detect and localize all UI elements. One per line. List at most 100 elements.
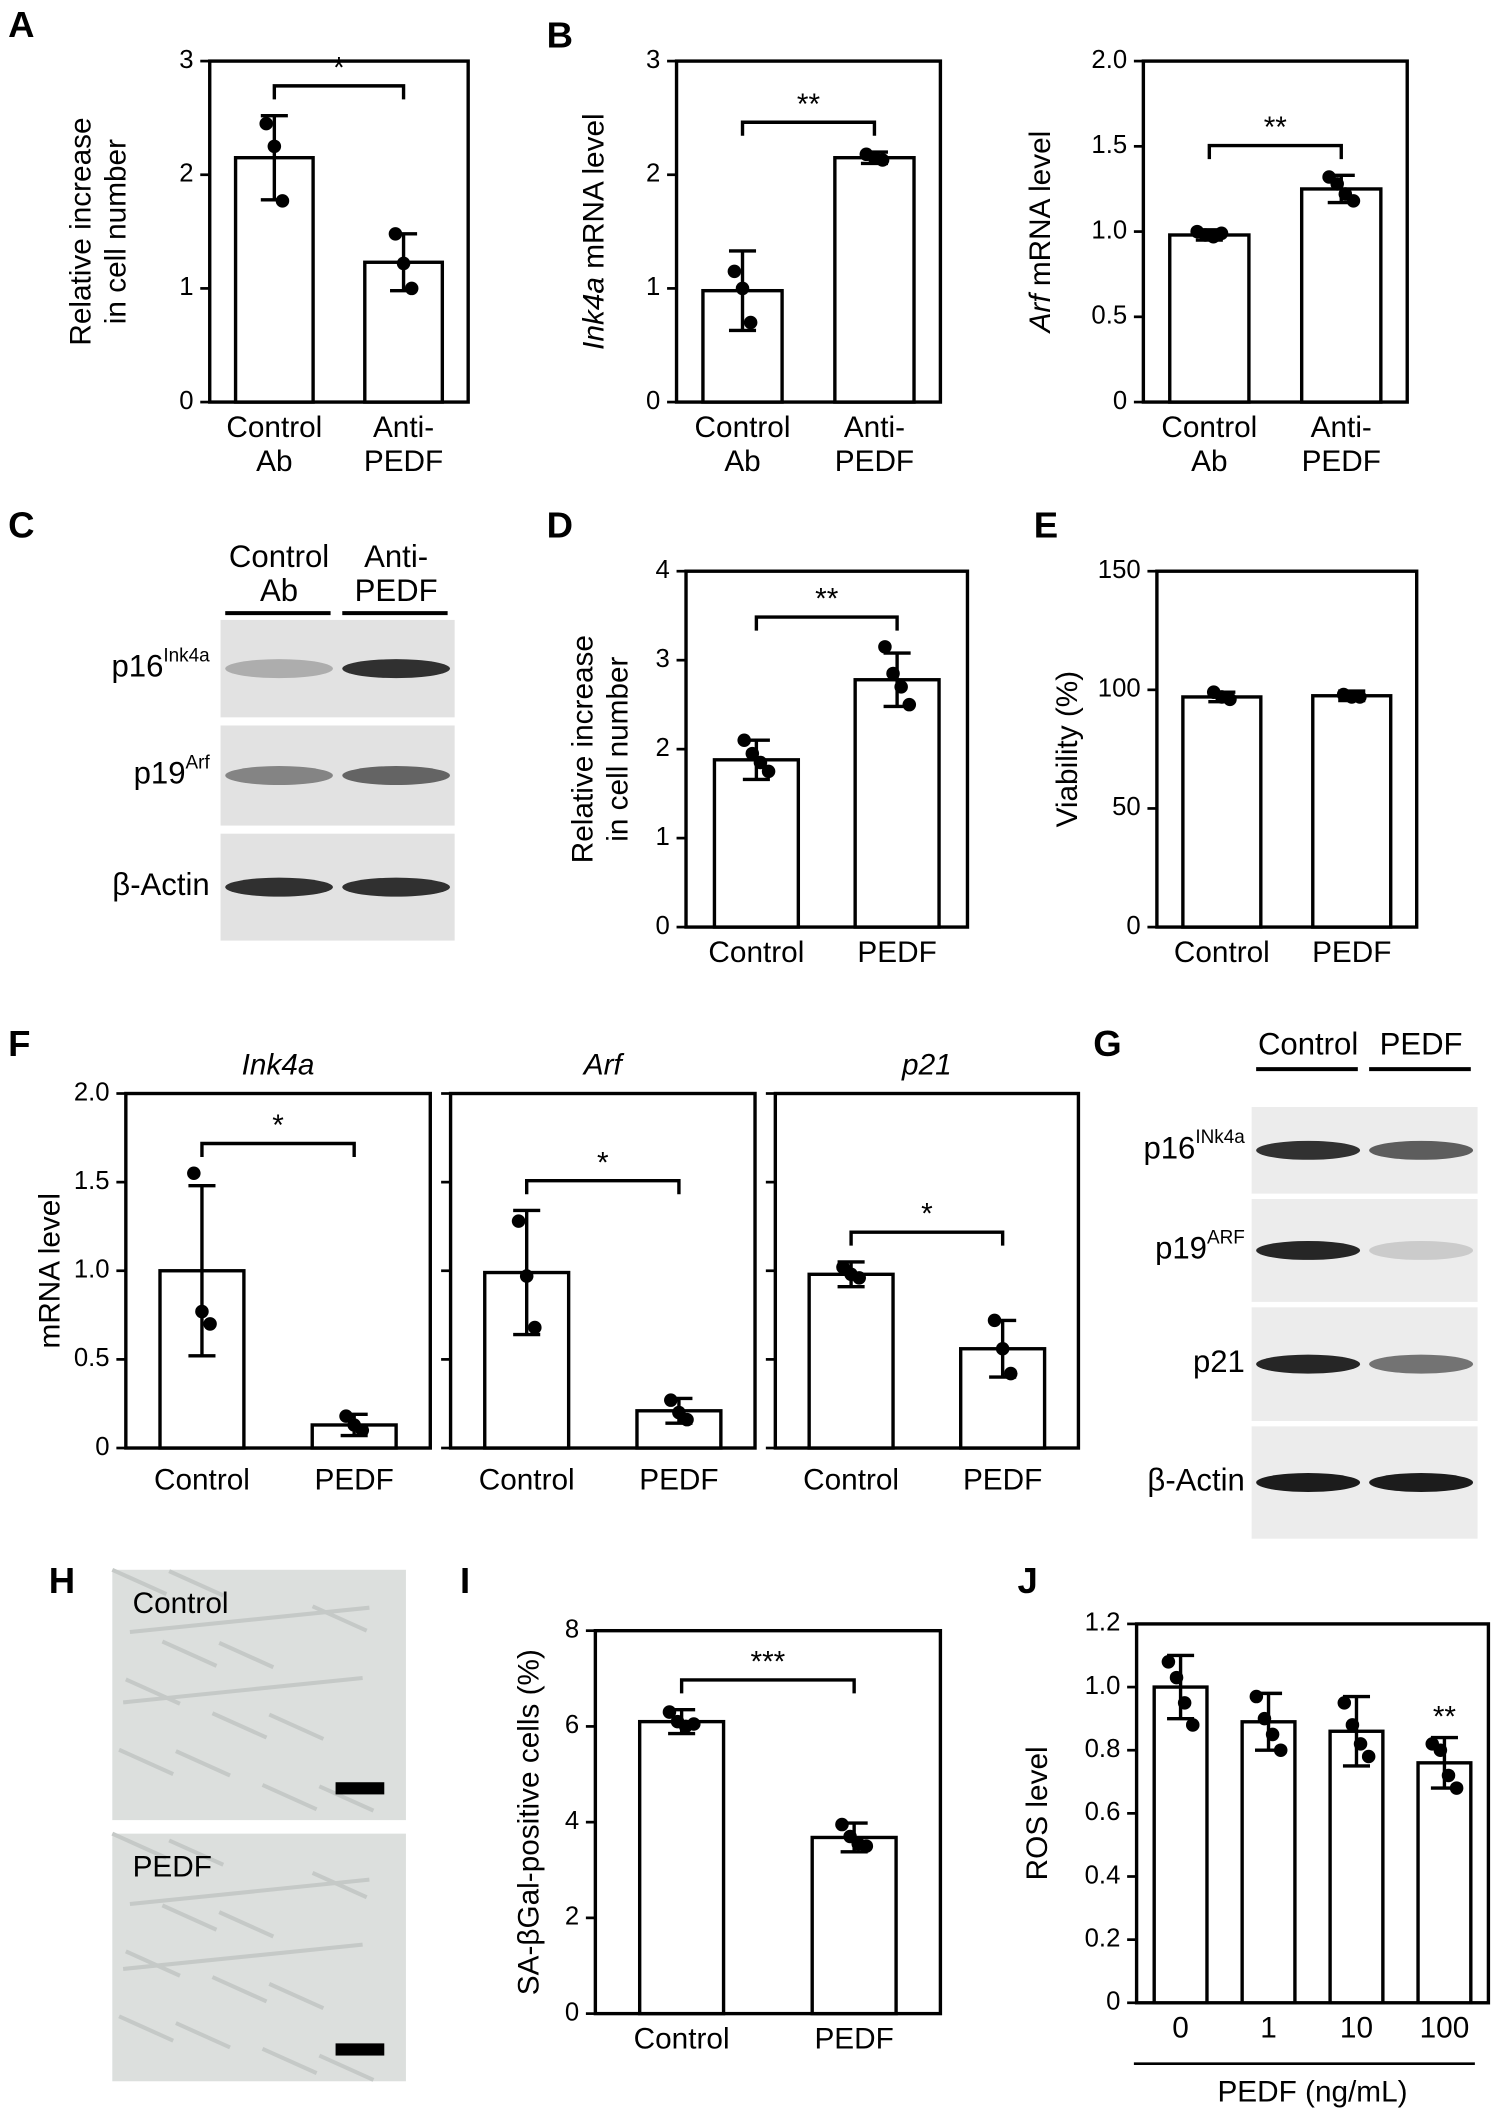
panel-letter: D (547, 505, 573, 546)
panel-letter: I (460, 1560, 470, 1601)
y-tick-label: 8 (565, 1615, 579, 1643)
data-point (1273, 1743, 1288, 1757)
y-tick-label: 2.0 (74, 1078, 110, 1106)
x-tick-label: Ab (1191, 445, 1227, 478)
blot-band (1369, 1140, 1474, 1160)
panel-letter: J (1018, 1560, 1038, 1601)
y-axis-label-part: mRNA level (33, 1193, 66, 1348)
x-tick-label: PEDF (1302, 445, 1381, 478)
data-point (528, 1320, 542, 1335)
significance-label: * (272, 1109, 284, 1142)
protein-superscript: INk4a (1195, 1127, 1245, 1148)
protein-name: p19 (134, 756, 186, 791)
x-axis-label: PEDF (ng/mL) (1217, 2075, 1407, 2108)
y-axis-label-part: Viability (%) (1051, 671, 1084, 828)
y-tick-label: 1 (179, 273, 193, 301)
y-tick-label: 3 (655, 645, 669, 673)
data-point (1345, 1718, 1360, 1732)
data-point (735, 281, 750, 296)
y-tick-label: 2.0 (1091, 46, 1127, 74)
data-point (894, 680, 908, 694)
cell-texture (261, 2046, 318, 2075)
bar (1299, 187, 1383, 404)
x-tick-label: Control (226, 411, 322, 444)
data-point (1185, 1718, 1200, 1732)
y-axis-label: in cell number (602, 656, 635, 841)
y-axis-label-part: Relative increase (566, 635, 599, 863)
data-point (511, 1214, 526, 1228)
y-axis-label: Relative increase (64, 117, 97, 345)
significance-bracket (200, 1141, 356, 1158)
y-axis-label-part: Ink4a (577, 277, 610, 350)
cell-texture (318, 2053, 375, 2082)
y-tick-label: 0 (1126, 912, 1140, 940)
y-tick-label: 3 (179, 46, 193, 74)
protein-superscript: Arf (186, 752, 211, 773)
y-tick-label: 1 (655, 823, 669, 851)
data-point (1353, 690, 1367, 704)
data-point (1265, 1727, 1280, 1742)
blot-band (1256, 1354, 1361, 1374)
y-tick-label: 0.5 (74, 1344, 110, 1372)
data-point (388, 227, 403, 241)
bar (1328, 1729, 1385, 2005)
cell-texture (268, 1712, 325, 1741)
y-tick-label: 0 (565, 1998, 579, 2026)
cell-texture (318, 1784, 375, 1813)
blot-band (1369, 1240, 1474, 1260)
x-tick-label: Control (708, 936, 804, 969)
panel-letter: C (8, 505, 34, 546)
blot-band (342, 659, 450, 679)
cell-texture (311, 1604, 368, 1633)
bar (637, 1719, 726, 2016)
chart-title: Ink4a (242, 1048, 315, 1081)
cell-texture (261, 1783, 318, 1812)
x-tick-label: 10 (1340, 2012, 1373, 2045)
cell-texture (161, 1639, 218, 1668)
cell-texture (111, 1831, 168, 1860)
cell-texture (118, 2014, 175, 2043)
x-tick-label: PEDF (364, 445, 443, 478)
data-point (859, 1839, 874, 1853)
panel-letter: F (8, 1023, 30, 1064)
data-point (745, 746, 760, 761)
significance-bracket (272, 84, 406, 100)
y-tick-label: 1.0 (1085, 1672, 1121, 1700)
data-point (1330, 177, 1344, 191)
x-tick-label: Control (1161, 411, 1257, 444)
y-axis-label: Arf mRNA level (1024, 131, 1057, 335)
blot-row-label: p21 (1193, 1344, 1245, 1379)
significance-bracket (740, 120, 877, 136)
data-point (187, 1166, 201, 1181)
data-point (680, 1412, 694, 1427)
blot-band (342, 877, 450, 897)
cell-texture (125, 1677, 181, 1706)
bar (1181, 695, 1263, 929)
protein-name: β-Actin (112, 867, 209, 902)
y-axis-label-part: in cell number (100, 139, 133, 324)
x-tick-label: Control (803, 1464, 899, 1497)
y-axis-label-part: mRNA level (577, 113, 610, 277)
scale-bar (335, 1782, 385, 1795)
y-tick-label: 2 (179, 160, 193, 188)
y-tick-label: 1.0 (74, 1256, 110, 1284)
cell-texture (311, 1871, 368, 1900)
panel-letter: E (1034, 505, 1058, 546)
protein-name: p21 (1193, 1344, 1245, 1379)
significance-bracket (754, 615, 899, 631)
bar (1311, 694, 1393, 929)
panel-letter: H (49, 1560, 75, 1601)
cell-texture (118, 1747, 175, 1776)
lane-label: Ab (260, 573, 298, 608)
x-tick-label: Ab (256, 445, 292, 478)
x-tick-label: PEDF (857, 936, 936, 969)
significance-label: * (597, 1146, 609, 1179)
data-point (727, 264, 742, 279)
cell-texture (122, 1942, 363, 1971)
protein-superscript: ARF (1207, 1227, 1245, 1248)
plot-frame (1155, 569, 1419, 929)
lane-label: PEDF (1380, 1026, 1463, 1061)
cell-texture (168, 1838, 225, 1867)
